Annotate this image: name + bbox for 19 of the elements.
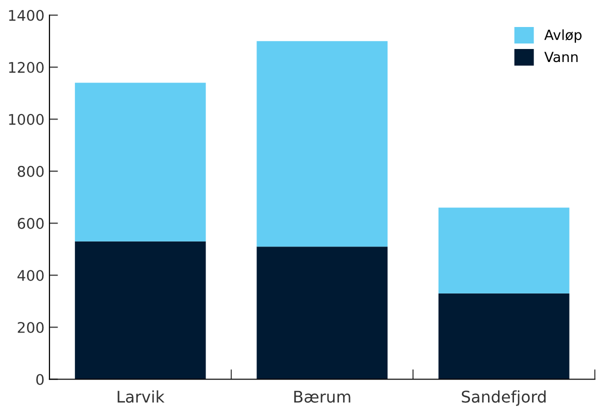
legend-label: Avløp xyxy=(544,29,582,43)
bar xyxy=(74,82,206,242)
y-tick-label: 400 xyxy=(17,270,44,281)
y-tick-label: 1400 xyxy=(9,10,44,21)
x-tick-label: Bærum xyxy=(294,390,350,403)
bar xyxy=(438,293,570,380)
y-tick-label: 1000 xyxy=(9,114,44,125)
y-tick-label: 0 xyxy=(36,374,44,385)
x-tick-label: Sandefjord xyxy=(462,390,546,406)
bar xyxy=(74,241,206,380)
y-tick-label: 800 xyxy=(18,166,44,177)
bar xyxy=(256,41,388,247)
legend-label: Vann xyxy=(544,52,578,62)
bar xyxy=(256,246,388,380)
bar xyxy=(438,208,570,294)
y-tick-label: 200 xyxy=(18,322,44,333)
y-tick-label: 1200 xyxy=(9,62,44,73)
x-tick-label: Larvik xyxy=(118,390,165,403)
y-tick-label: 600 xyxy=(18,218,44,229)
